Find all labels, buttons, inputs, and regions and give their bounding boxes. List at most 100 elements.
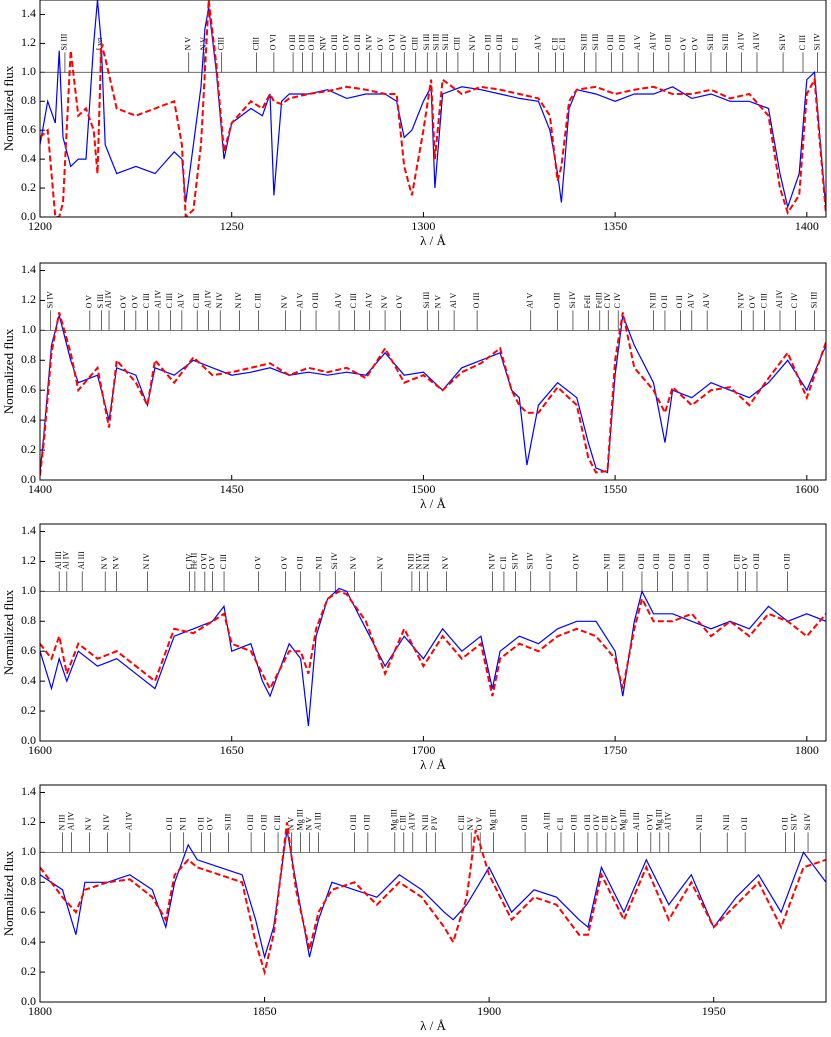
line-id-label: N IV — [102, 814, 111, 830]
line-id-label: O V — [85, 295, 94, 309]
line-id-label: O III — [583, 814, 592, 830]
line-id-label: O IV — [592, 814, 601, 830]
line-id-label: C IV — [603, 292, 612, 308]
line-id-label: Al V — [526, 292, 535, 308]
line-id-label: N III — [57, 814, 66, 830]
line-id-label: C II — [499, 556, 508, 569]
line-id-label: O V — [119, 295, 128, 309]
line-id-label: C III — [142, 293, 151, 309]
line-id-label: Mg III — [488, 809, 497, 830]
line-id-label: N V — [376, 556, 385, 570]
line-id-label: O III — [307, 34, 316, 50]
line-id-label: Al III — [632, 812, 641, 830]
line-id-label: O V — [206, 817, 215, 831]
plot-frame — [39, 784, 827, 1003]
line-id-label: O III — [363, 814, 372, 830]
line-id-label: CIII — [217, 37, 226, 51]
line-id-label: O III — [349, 814, 358, 830]
line-id-label: N IV — [142, 553, 151, 569]
x-tick-label: 1850 — [253, 1004, 277, 1018]
y-tick-label: 1.0 — [21, 64, 36, 78]
line-id-label: Al III — [313, 812, 322, 830]
line-id-label: O III — [483, 34, 492, 50]
line-id-label: C IV — [184, 553, 193, 569]
panel: 0.0 0.2 0.4 0.6 0.8 1.0 1.2 1.4 1600 1650 1700 1750… — [1, 523, 827, 772]
x-axis-label: λ / Å — [420, 1018, 446, 1033]
line-id-label: Al IV — [736, 32, 745, 51]
line-id-label: C III — [733, 554, 742, 570]
line-id-label: C III — [759, 293, 768, 309]
line-id-label: Al IV — [204, 290, 213, 309]
x-axis-label: λ / Å — [420, 757, 446, 772]
y-tick-label: 1.0 — [21, 844, 36, 858]
line-id-label: C II — [556, 817, 565, 830]
line-id-label: Si III — [591, 33, 600, 50]
line-id-label: N V — [349, 556, 358, 570]
line-id-label: O III — [259, 814, 268, 830]
line-id-label: O III — [472, 292, 481, 308]
line-id-label: Si IV — [46, 291, 55, 308]
line-id-label: O II — [296, 556, 305, 569]
line-id-label: Al IV — [664, 812, 673, 831]
line-id-label: C II — [510, 37, 519, 50]
line-id-label: O III — [288, 34, 297, 50]
line-id-label: Al IV — [125, 812, 134, 831]
line-id-label: O III — [667, 553, 676, 569]
line-id-label: Si IV — [812, 33, 821, 50]
line-id-label: N IV — [215, 292, 224, 308]
line-id-label: He II — [190, 552, 199, 569]
line-id-label: N IV — [487, 553, 496, 569]
panel: 0.0 0.2 0.4 0.6 0.8 1.0 1.2 1.4 1200 1250 1300 1350… — [1, 0, 827, 248]
line-id-label: Si III — [223, 813, 232, 830]
line-id-label: Al IV — [62, 551, 71, 570]
line-id-label: O III — [297, 34, 306, 50]
plot-frame — [39, 262, 827, 481]
line-id-label: O III — [782, 553, 791, 569]
line-id-label: FeIII — [595, 292, 604, 308]
line-id-label: Si III — [60, 33, 69, 50]
line-id-label: O V — [395, 295, 404, 309]
line-id-label: C IV — [790, 292, 799, 308]
x-tick-label: 1750 — [603, 743, 627, 757]
line-id-label: Al III — [542, 812, 551, 830]
line-id-label: Al IV — [66, 812, 75, 831]
x-tick-label: 1600 — [28, 743, 52, 757]
line-id-label: Al IV — [104, 290, 113, 309]
y-axis-label: Normalized flux — [1, 328, 16, 414]
x-tick-label: 1250 — [220, 219, 244, 233]
line-id-label: Si IV — [778, 33, 787, 50]
y-tick-label: 0.2 — [21, 703, 36, 717]
y-tick-label: 0.2 — [21, 442, 36, 456]
spectrum-line — [40, 822, 826, 976]
line-id-label: N V — [112, 556, 121, 570]
line-id-label: O II — [197, 817, 206, 830]
line-id-label: Si III — [721, 33, 730, 50]
line-id-label: O III — [569, 814, 578, 830]
line-id-label: O II — [740, 817, 749, 830]
x-tick-label: 1800 — [28, 1004, 52, 1018]
line-id-label: CIII — [251, 37, 260, 51]
line-id-label: C III — [349, 293, 358, 309]
x-tick-label: 1400 — [28, 482, 52, 496]
line-id-label: Al V — [449, 292, 458, 308]
line-id-label: Mg III — [619, 809, 628, 830]
line-id-label: C III — [399, 815, 408, 831]
line-id-label: NIV — [319, 36, 328, 50]
line-id-label: Si III — [579, 33, 588, 50]
line-id-label: O III — [637, 553, 646, 569]
line-id-label: C III — [601, 815, 610, 831]
line-id-label: O V — [207, 556, 216, 570]
line-id-label: Al IV — [775, 290, 784, 309]
y-tick-label: 1.4 — [21, 523, 36, 537]
line-id-label: Al V — [177, 292, 186, 308]
y-axis-label: Normalized flux — [1, 850, 16, 936]
line-id-label: Al V — [687, 292, 696, 308]
line-id-label: Al V — [533, 34, 542, 50]
line-id-label: C III — [457, 815, 466, 831]
y-tick-label: 0.8 — [21, 874, 36, 888]
x-tick-label: 1650 — [220, 743, 244, 757]
y-tick-label: 0.0 — [21, 472, 36, 486]
line-id-label: C II — [551, 37, 560, 50]
line-id-label: Lyα — [95, 37, 104, 50]
x-tick-label: 1900 — [477, 1004, 501, 1018]
